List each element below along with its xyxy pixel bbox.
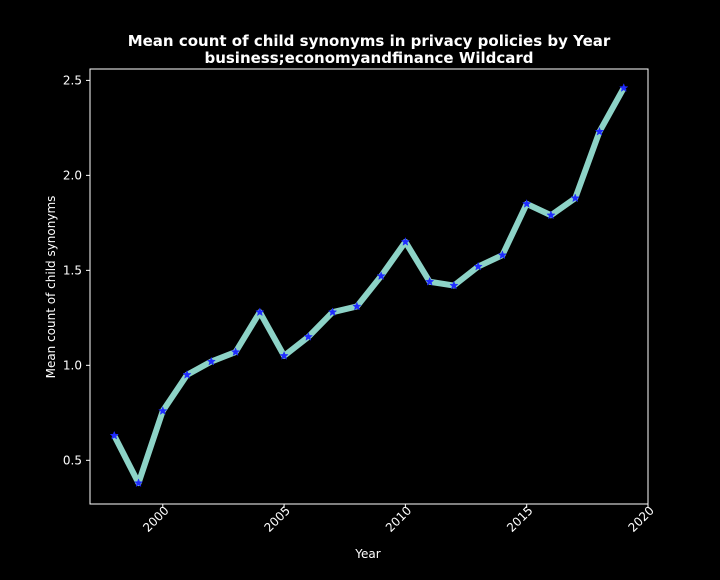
data-point-star [206,356,216,366]
y-axis-label: Mean count of child synonyms [44,196,58,379]
data-point-star [546,210,556,220]
y-tick-label: 2.5 [63,73,82,87]
data-point-star [570,193,580,203]
y-tick-label: 1.0 [63,358,82,372]
y-tick-label: 1.5 [63,263,82,277]
data-point-star [594,126,605,136]
data-point-star [425,276,435,286]
data-point-star [230,347,241,356]
data-point-star [303,331,314,341]
data-point-star [473,261,483,271]
series-line [111,86,627,487]
data-point-star [327,307,338,317]
y-tick-label: 2.0 [63,168,82,182]
data-point-star [133,478,144,488]
data-point-star [497,250,508,260]
data-point-star [255,307,265,317]
data-point-star [522,198,532,208]
data-point-star [352,301,362,311]
data-point-star [109,430,119,440]
data-point-star [279,350,289,360]
x-axis-label: Year [354,547,380,561]
data-point-star [400,236,411,246]
data-point-star [182,369,192,379]
chart-subtitle: business;economyandfinance Wildcard [204,49,533,67]
data-point-star [619,83,629,92]
data-point-star [376,271,386,281]
chart-title: Mean count of child synonyms in privacy … [128,32,611,50]
data-point-star [449,280,459,290]
y-tick-label: 0.5 [63,453,82,467]
data-point-star [158,406,168,415]
axes-frame [89,68,649,505]
